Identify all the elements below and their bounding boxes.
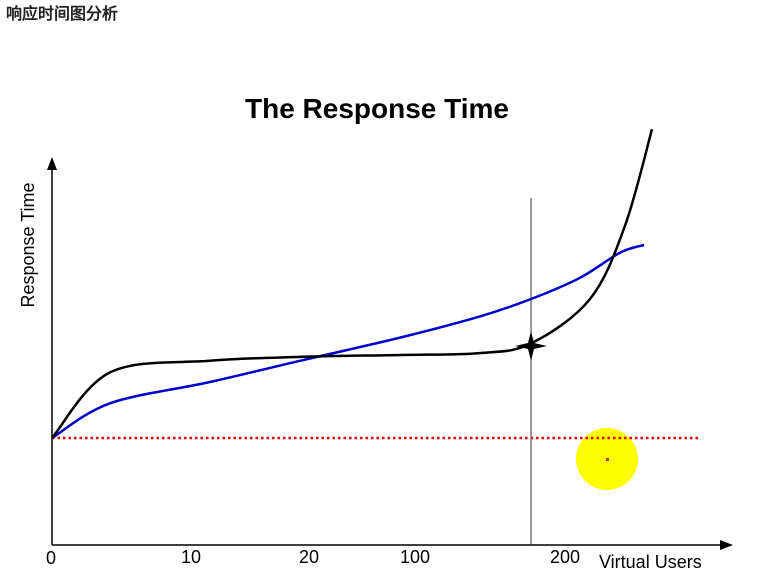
x-tick-label: 20 [299, 547, 319, 567]
x-tick-label: 100 [400, 547, 430, 567]
series-line-blue [51, 243, 645, 440]
x-tick-label: 200 [550, 547, 580, 567]
y-axis-arrow-icon [47, 157, 57, 170]
chart-title: The Response Time [245, 93, 509, 124]
x-axis-label: Virtual Users [599, 552, 702, 572]
star-marker-icon [515, 331, 547, 361]
series-line-black [51, 128, 654, 439]
x-axis-arrow-icon [720, 540, 733, 550]
x-tick-label: 0 [46, 548, 56, 568]
y-axis-label: Response Time [18, 182, 38, 307]
x-tick-label: 10 [181, 547, 201, 567]
highlight-circle-center-dot [606, 458, 609, 461]
page-heading: 响应时间图分析 [6, 4, 119, 23]
